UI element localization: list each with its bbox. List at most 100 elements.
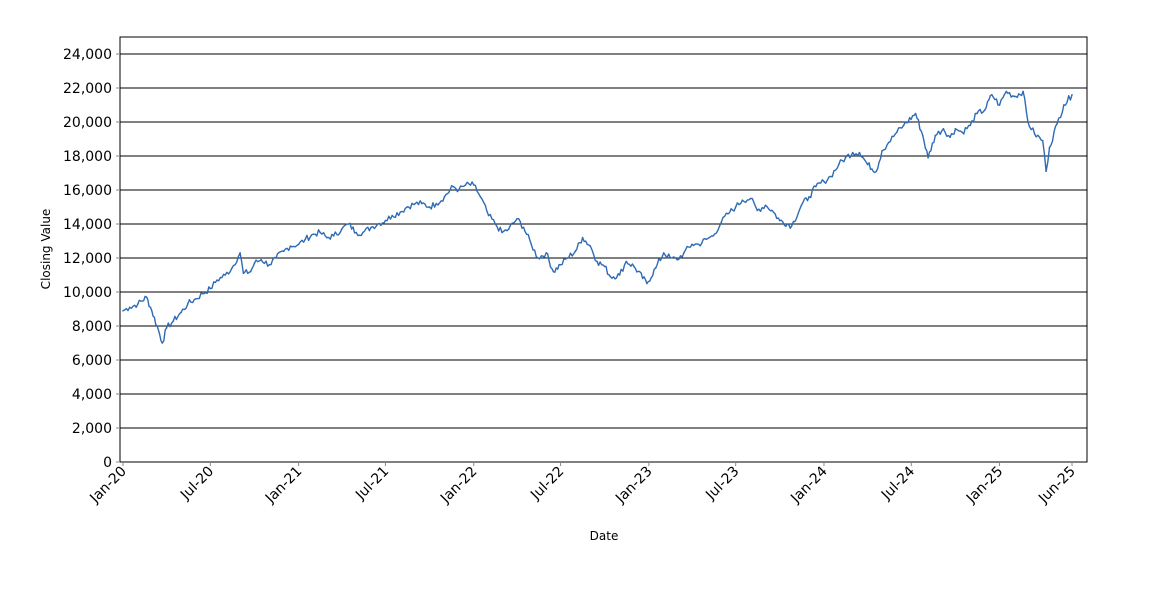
data-point <box>347 223 350 225</box>
data-point <box>887 141 890 144</box>
data-point <box>260 258 262 261</box>
x-axis-title: Date <box>590 529 619 543</box>
data-point <box>727 213 729 215</box>
data-point <box>1033 133 1036 135</box>
data-point <box>998 104 1001 106</box>
data-point <box>1022 90 1024 93</box>
data-point <box>866 163 869 166</box>
x-tick-label: Jul-24 <box>878 463 918 503</box>
data-point <box>712 235 714 237</box>
data-point <box>165 326 168 329</box>
data-point <box>122 309 124 312</box>
data-point <box>927 156 929 159</box>
data-point <box>942 128 945 130</box>
data-point <box>522 226 525 229</box>
data-point <box>376 223 379 225</box>
data-point <box>609 275 612 278</box>
data-point <box>764 204 767 207</box>
y-tick-label: 8,000 <box>72 319 112 335</box>
plot-area <box>120 37 1087 462</box>
data-point <box>618 274 621 276</box>
data-point <box>487 214 490 217</box>
data-point <box>949 136 951 139</box>
data-point <box>406 206 408 208</box>
data-point <box>654 267 657 270</box>
data-point <box>479 196 482 198</box>
data-point <box>391 214 393 217</box>
data-point <box>779 219 781 222</box>
data-point <box>838 163 840 166</box>
x-tick-label: Jan-25 <box>963 464 1006 507</box>
data-point <box>399 211 402 213</box>
data-point <box>472 184 475 186</box>
data-point <box>180 311 182 314</box>
data-point <box>464 184 467 186</box>
data-point <box>921 134 924 137</box>
data-point <box>332 235 335 237</box>
data-point <box>589 245 592 247</box>
data-point <box>201 292 204 295</box>
data-point <box>1005 90 1008 93</box>
x-tick-label: Jan-22 <box>437 464 480 507</box>
data-point <box>145 296 148 298</box>
data-point <box>253 262 256 264</box>
data-point <box>720 221 723 224</box>
y-tick-label: 20,000 <box>63 115 112 131</box>
data-point <box>1041 139 1044 142</box>
data-point <box>800 204 803 207</box>
data-point <box>574 250 577 252</box>
data-point <box>209 287 212 290</box>
y-tick-label: 12,000 <box>63 251 112 267</box>
data-point <box>224 274 226 276</box>
data-point <box>297 243 300 246</box>
data-point <box>896 131 898 133</box>
data-point <box>443 196 446 198</box>
data-point <box>530 243 533 246</box>
x-tick-label: Jul-23 <box>702 464 742 504</box>
x-tick-label: Jul-21 <box>352 464 392 504</box>
data-point <box>1045 170 1047 173</box>
data-point <box>494 223 497 225</box>
data-point <box>603 265 606 268</box>
gridlines <box>120 53 1087 463</box>
data-point <box>1027 121 1029 123</box>
data-point <box>625 260 628 263</box>
data-point <box>983 109 986 111</box>
data-point <box>771 209 773 212</box>
y-tick-label: 18,000 <box>63 149 112 165</box>
data-point <box>662 252 665 254</box>
data-point <box>355 231 357 234</box>
data-point <box>683 252 685 254</box>
data-point <box>808 196 810 198</box>
data-point <box>186 303 189 305</box>
data-point <box>741 199 744 201</box>
data-point <box>991 94 993 96</box>
data-point <box>428 206 431 208</box>
data-point <box>326 236 328 239</box>
data-point <box>239 252 241 254</box>
data-point <box>304 238 307 241</box>
data-point <box>435 202 438 205</box>
data-point <box>282 250 285 252</box>
data-point <box>961 131 963 133</box>
data-point <box>676 258 678 261</box>
plot-border <box>119 36 1088 463</box>
x-tick-label: Jul-20 <box>177 464 217 504</box>
y-tick-label: 6,000 <box>72 353 112 369</box>
y-tick-label: 0 <box>103 455 112 471</box>
data-point <box>566 257 569 259</box>
data-point <box>734 206 737 208</box>
data-point <box>954 128 957 130</box>
data-point <box>414 202 416 205</box>
y-tick-label: 16,000 <box>63 183 112 199</box>
data-point <box>340 228 343 230</box>
y-tick-label: 24,000 <box>63 47 112 63</box>
data-point <box>537 257 539 259</box>
data-point <box>172 320 175 322</box>
y-axis-title: Closing Value <box>39 209 53 290</box>
data-point <box>791 224 793 227</box>
data-point <box>705 238 708 241</box>
y-tick-label: 14,000 <box>63 217 112 233</box>
x-tick-label: Jun-25 <box>1035 464 1079 508</box>
